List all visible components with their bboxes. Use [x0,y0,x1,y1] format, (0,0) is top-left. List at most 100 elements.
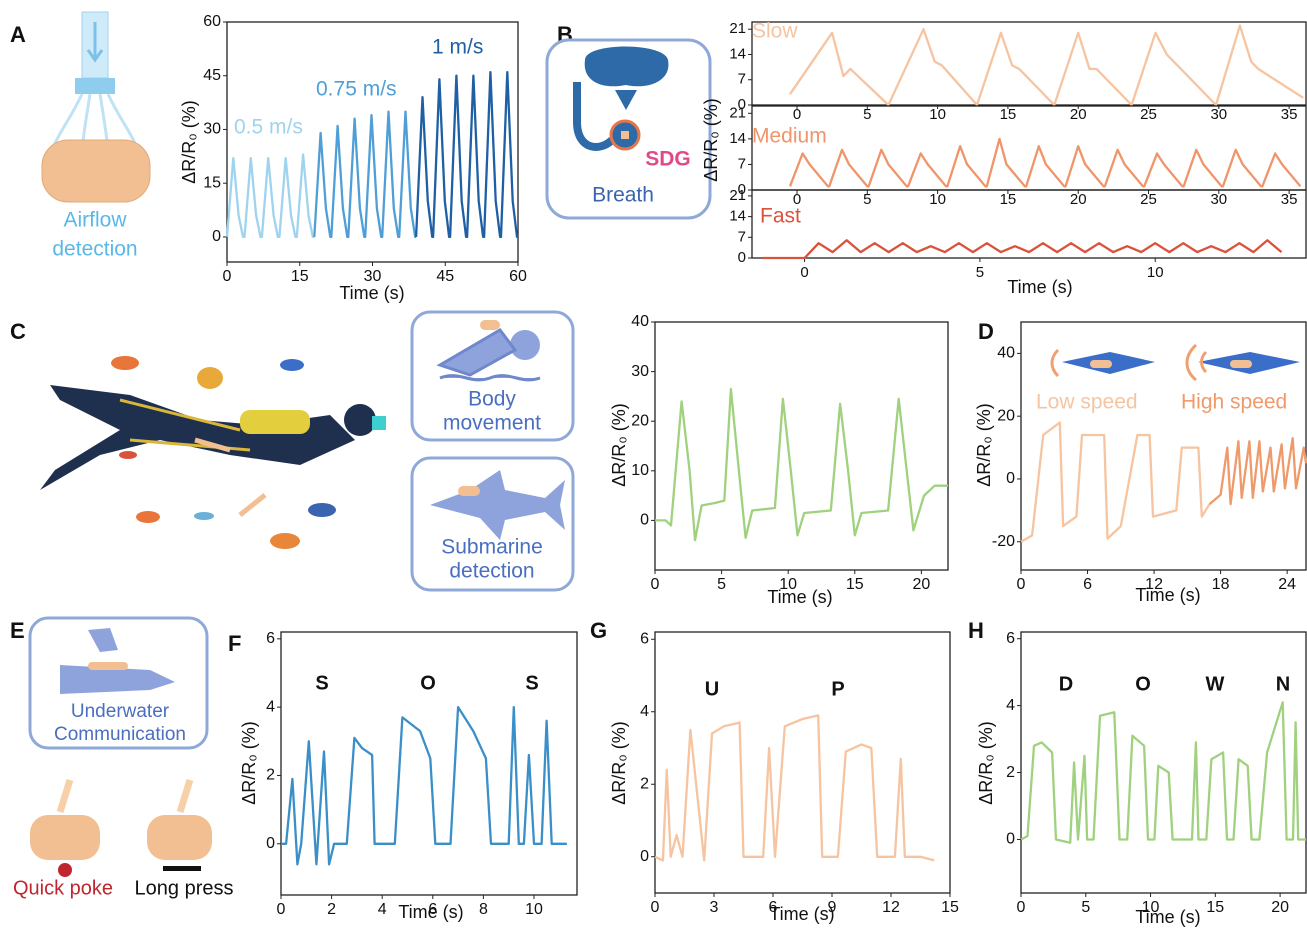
y-tick-label: 40 [997,345,1015,362]
y-axis-label: ΔR/R₀ (%) [609,721,629,805]
series-label: Low speed [1036,391,1138,414]
panel-label: E [10,618,25,643]
illustration-text: Long press [135,877,234,899]
x-tick-label: 10 [525,901,543,918]
series-label: 0.5 m/s [234,116,303,139]
x-tick-label: 5 [717,576,726,593]
x-tick-label: 45 [436,268,454,285]
x-axis-label: Time (s) [1135,907,1200,927]
annotation: S [525,672,538,694]
y-tick-label: 7 [738,155,746,172]
y-tick-label: 0 [738,249,746,266]
x-tick-label: 5 [863,191,871,208]
x-tick-label: 10 [929,106,946,123]
axes-frame [1021,632,1306,893]
axes-frame [752,22,1306,105]
illustration-text: Body [468,388,516,411]
x-tick-label: 0 [793,106,801,123]
y-tick-label: 30 [203,121,221,138]
x-tick-label: 5 [863,106,871,123]
x-tick-label: 0 [1017,576,1026,593]
x-tick-label: 20 [912,576,930,593]
x-tick-label: 15 [846,576,864,593]
x-tick-label: 8 [479,901,488,918]
series-line [227,155,314,237]
x-tick-label: 6 [1083,576,1092,593]
series-line [790,26,1303,105]
y-tick-label: 20 [997,407,1015,424]
y-axis-label: ΔR/R₀ (%) [976,721,996,805]
x-axis-label: Time (s) [339,283,404,303]
series-line [790,139,1300,186]
y-tick-label: 21 [729,104,746,121]
panel-label: G [590,618,607,643]
illustration-text: detection [449,560,534,583]
x-tick-label: 4 [378,901,387,918]
y-tick-label: 6 [266,630,275,647]
x-tick-label: 60 [509,268,527,285]
x-axis-label: Time (s) [398,902,463,922]
series-line [1021,423,1210,542]
y-tick-label: 2 [640,775,649,792]
x-tick-label: 30 [1210,191,1227,208]
y-tick-label: 30 [631,363,649,380]
x-tick-label: 12 [882,899,900,916]
illustration-text: Quick poke [13,877,113,899]
y-tick-label: 0 [212,228,221,245]
illustration-text: Airflow [63,209,127,232]
x-axis-label: Time (s) [767,587,832,607]
illustration-text: Submarine [441,536,543,559]
y-tick-label: 0 [640,512,649,529]
x-tick-label: 20 [1070,106,1087,123]
annotation: O [420,672,436,694]
x-tick-label: 10 [929,191,946,208]
series-line [416,72,518,237]
y-tick-label: 6 [640,630,649,647]
y-tick-label: 0 [1006,470,1015,487]
y-tick-label: -20 [992,533,1015,550]
x-axis-label: Time (s) [1135,585,1200,605]
y-tick-label: 2 [1006,764,1015,781]
y-tick-label: 14 [729,208,746,225]
x-tick-label: 0 [800,264,808,281]
x-tick-label: 15 [291,268,309,285]
x-tick-label: 15 [1000,191,1017,208]
x-tick-label: 10 [1147,264,1164,281]
y-axis-label: ΔR/R₀ (%) [179,100,199,184]
x-tick-label: 15 [941,899,959,916]
y-tick-label: 10 [631,462,649,479]
y-tick-label: 7 [738,228,746,245]
annotation: S [315,672,328,694]
annotation: P [831,678,844,700]
shark-illustration [1052,345,1300,380]
x-tick-label: 3 [710,899,719,916]
annotation: U [705,678,719,700]
x-tick-label: 20 [1271,899,1289,916]
x-tick-label: 35 [1281,191,1298,208]
x-tick-label: 0 [223,268,232,285]
illustration-text: Breath [592,184,654,207]
y-tick-label: 4 [1006,697,1015,714]
annotation: D [1059,673,1073,695]
x-tick-label: 18 [1212,576,1230,593]
series-label: Fast [760,205,801,228]
y-axis-label: ΔR/R₀ (%) [974,403,994,487]
series-label: High speed [1181,391,1287,414]
x-tick-label: 35 [1281,106,1298,123]
series-line [281,707,567,864]
y-tick-label: 14 [729,45,746,62]
x-tick-label: 0 [651,576,660,593]
series-line [655,715,934,860]
y-axis-label: ΔR/R₀ (%) [609,403,629,487]
x-tick-label: 25 [1140,191,1157,208]
panel-label: F [228,631,241,656]
x-tick-label: 15 [1000,106,1017,123]
y-tick-label: 21 [729,20,746,37]
y-tick-label: 45 [203,67,221,84]
y-tick-label: 0 [266,835,275,852]
annotation: W [1206,673,1225,695]
y-tick-label: 40 [631,313,649,330]
y-tick-label: 0 [640,848,649,865]
illustration-text: SDG [645,148,691,171]
y-tick-label: 4 [266,698,275,715]
